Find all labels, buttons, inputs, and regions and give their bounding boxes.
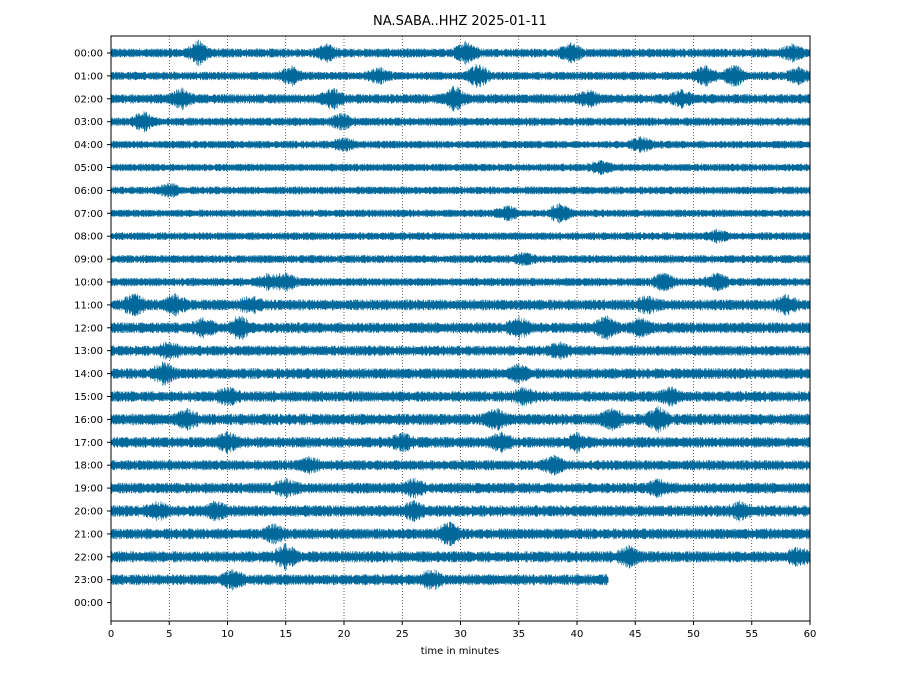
trace-2000-20 bbox=[110, 500, 811, 522]
y-tick-label-9: 09:00 bbox=[74, 255, 103, 266]
trace-1000-10 bbox=[110, 271, 811, 293]
trace-1900-19 bbox=[110, 477, 811, 499]
y-tick-label-10: 10:00 bbox=[74, 278, 103, 289]
trace-0500-5 bbox=[110, 159, 811, 176]
x-axis: 0 5 10 15 20 25 30 35 40 45 50 55 60 bbox=[108, 621, 817, 640]
y-tick-label-15: 15:00 bbox=[74, 392, 103, 403]
y-tick-label-11: 11:00 bbox=[74, 300, 103, 311]
y-tick-label-14: 14:00 bbox=[74, 369, 103, 380]
x-tick-label-3: 15 bbox=[279, 629, 292, 640]
y-axis: 00:00 01:00 02:00 03:00 04:00 05:00 06:00 07:00… bbox=[74, 49, 111, 609]
trace-1600-16 bbox=[110, 405, 811, 433]
seismic-traces bbox=[110, 39, 811, 591]
x-tick-label-11: 55 bbox=[745, 629, 758, 640]
x-tick-label-1: 5 bbox=[166, 629, 172, 640]
x-tick-label-7: 35 bbox=[512, 629, 525, 640]
y-tick-label-12: 12:00 bbox=[74, 323, 103, 334]
trace-1200-12 bbox=[110, 315, 811, 341]
trace-1800-18 bbox=[110, 454, 811, 476]
trace-0200-2 bbox=[110, 86, 811, 112]
x-tick-label-5: 25 bbox=[396, 629, 409, 640]
y-tick-label-23: 23:00 bbox=[74, 575, 103, 586]
trace-1300-13 bbox=[110, 341, 811, 361]
y-tick-label-0: 00:00 bbox=[74, 49, 103, 60]
trace-0700-7 bbox=[110, 202, 811, 224]
trace-1500-15 bbox=[110, 386, 811, 407]
trace-0100-1 bbox=[110, 63, 811, 88]
y-tick-label-1: 01:00 bbox=[74, 71, 103, 82]
y-tick-label-22: 22:00 bbox=[74, 552, 103, 563]
y-tick-label-16: 16:00 bbox=[74, 415, 103, 426]
trace-0000-0 bbox=[110, 39, 811, 67]
x-tick-label-4: 20 bbox=[338, 629, 351, 640]
x-tick-label-2: 10 bbox=[221, 629, 234, 640]
trace-2100-21 bbox=[110, 521, 811, 547]
y-tick-label-2: 02:00 bbox=[74, 94, 103, 105]
trace-0400-4 bbox=[110, 136, 811, 153]
trace-0300-3 bbox=[110, 111, 811, 133]
trace-2200-22 bbox=[110, 543, 811, 571]
y-tick-label-18: 18:00 bbox=[74, 461, 103, 472]
y-tick-label-21: 21:00 bbox=[74, 529, 103, 540]
y-tick-label-8: 08:00 bbox=[74, 232, 103, 243]
trace-0800-8 bbox=[110, 228, 811, 244]
y-tick-label-7: 07:00 bbox=[74, 209, 103, 220]
y-tick-label-6: 06:00 bbox=[74, 186, 103, 197]
y-tick-label-17: 17:00 bbox=[74, 438, 103, 449]
x-axis-label: time in minutes bbox=[421, 646, 500, 657]
y-tick-label-3: 03:00 bbox=[74, 117, 103, 128]
trace-1100-11 bbox=[110, 293, 811, 317]
y-tick-label-24: 00:00 bbox=[74, 598, 103, 609]
y-tick-label-20: 20:00 bbox=[74, 507, 103, 518]
x-tick-label-10: 50 bbox=[687, 629, 700, 640]
trace-1400-14 bbox=[110, 361, 811, 386]
chart-title: NA.SABA..HHZ 2025-01-11 bbox=[373, 14, 547, 29]
x-tick-label-12: 60 bbox=[804, 629, 817, 640]
x-tick-label-8: 40 bbox=[571, 629, 584, 640]
trace-0600-6 bbox=[110, 182, 811, 198]
y-tick-label-5: 05:00 bbox=[74, 163, 103, 174]
trace-0900-9 bbox=[110, 252, 811, 266]
trace-1700-17 bbox=[110, 430, 811, 454]
y-tick-label-13: 13:00 bbox=[74, 346, 103, 357]
trace-2300-23 bbox=[110, 568, 609, 591]
y-tick-label-4: 04:00 bbox=[74, 140, 103, 151]
x-tick-label-9: 45 bbox=[629, 629, 642, 640]
x-tick-label-0: 0 bbox=[108, 629, 114, 640]
y-tick-label-19: 19:00 bbox=[74, 484, 103, 495]
x-tick-label-6: 30 bbox=[454, 629, 467, 640]
